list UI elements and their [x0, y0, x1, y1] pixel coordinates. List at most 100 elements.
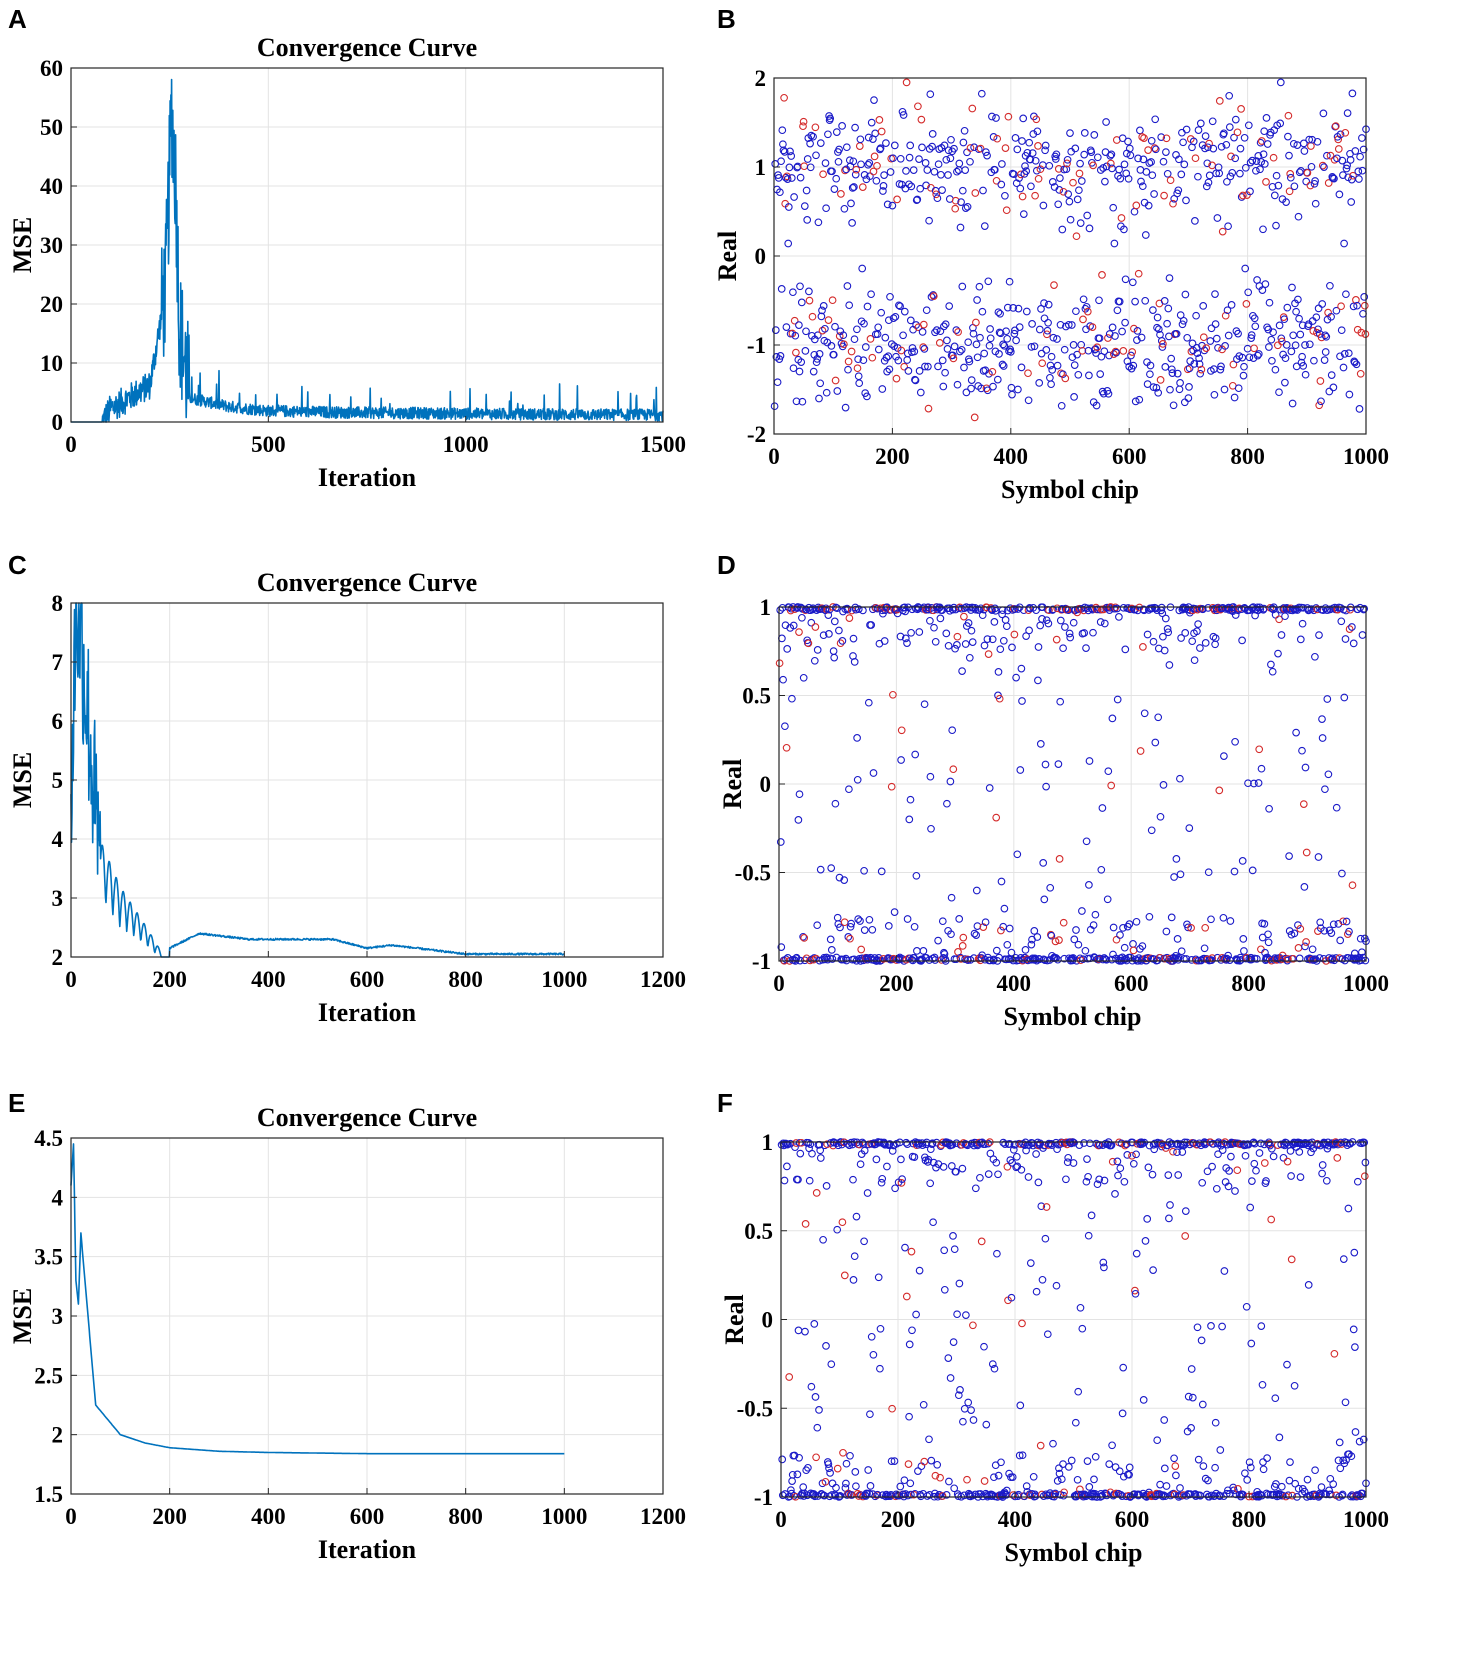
x-tick-label: 600 — [1115, 1507, 1150, 1532]
data-point-estimated — [1147, 136, 1156, 145]
data-point-reference — [1088, 323, 1097, 331]
data-point-estimated — [1188, 1393, 1197, 1402]
data-point-reference — [1257, 137, 1266, 145]
data-point-estimated — [983, 151, 991, 160]
data-point-estimated — [804, 1463, 812, 1472]
data-point-reference — [812, 1189, 821, 1197]
data-point-estimated — [1292, 307, 1300, 316]
data-point-estimated — [946, 1374, 955, 1382]
data-point-estimated — [1071, 1418, 1080, 1427]
data-point-estimated — [790, 193, 798, 201]
data-point-reference — [1275, 615, 1283, 624]
data-point-estimated — [1244, 288, 1253, 297]
data-point-estimated — [1274, 1491, 1283, 1500]
data-point-reference — [808, 312, 817, 321]
data-point-reference — [938, 1492, 947, 1500]
data-point-estimated — [1150, 1145, 1159, 1154]
data-point-estimated — [975, 282, 984, 291]
data-point-estimated — [802, 1466, 811, 1475]
data-point-reference — [1341, 128, 1350, 137]
data-point-estimated — [1026, 955, 1035, 964]
data-point-estimated — [1023, 148, 1032, 157]
data-point-estimated — [912, 321, 920, 329]
data-point-estimated — [1017, 664, 1026, 673]
data-point-reference — [1307, 142, 1315, 150]
data-point-estimated — [1286, 1147, 1295, 1155]
data-point-estimated — [973, 922, 982, 930]
data-point-estimated — [1211, 1463, 1219, 1472]
y-tick-label: -1 — [754, 1485, 773, 1510]
data-point-estimated — [940, 1246, 949, 1255]
data-point-reference — [1283, 1157, 1292, 1166]
data-point-estimated — [860, 866, 868, 875]
data-point-estimated — [1195, 354, 1203, 363]
data-point-reference — [1170, 1490, 1179, 1499]
data-point-estimated — [831, 322, 839, 331]
data-point-estimated — [788, 1477, 796, 1485]
data-point-estimated — [796, 1149, 805, 1158]
data-point-estimated — [951, 644, 959, 653]
data-point-estimated — [998, 160, 1006, 168]
data-point-estimated — [776, 352, 785, 360]
plot-data — [70, 602, 565, 958]
data-point-estimated — [944, 146, 953, 155]
data-point-estimated — [1295, 1148, 1304, 1156]
data-point-estimated — [994, 668, 1003, 676]
data-point-estimated — [962, 388, 971, 397]
data-point-estimated — [1178, 128, 1186, 137]
data-point-estimated — [1360, 604, 1369, 613]
data-point-estimated — [899, 111, 908, 119]
data-point-estimated — [1284, 1491, 1293, 1500]
data-point-estimated — [829, 350, 838, 359]
data-point-estimated — [925, 1435, 933, 1444]
data-point-estimated — [998, 360, 1007, 369]
data-point-estimated — [882, 353, 891, 362]
data-point-estimated — [1160, 1416, 1169, 1424]
data-point-estimated — [872, 176, 881, 185]
data-point-estimated — [1129, 940, 1137, 948]
data-point-estimated — [1308, 945, 1317, 954]
data-point-estimated — [1340, 239, 1348, 248]
data-point-estimated — [1132, 917, 1141, 926]
data-point-estimated — [1307, 1148, 1315, 1157]
data-point-estimated — [1066, 215, 1075, 224]
data-point-reference — [1098, 271, 1106, 279]
data-point-estimated — [928, 142, 936, 151]
data-point-estimated — [1296, 330, 1305, 339]
data-point-estimated — [944, 641, 953, 650]
data-point-estimated — [950, 144, 958, 153]
data-point-estimated — [921, 362, 929, 371]
data-point-reference — [1361, 330, 1370, 338]
chart-title: Convergence Curve — [257, 568, 477, 597]
data-point-estimated — [1214, 1150, 1222, 1159]
y-axis-label: Real — [720, 1294, 749, 1345]
data-point-reference — [1089, 161, 1097, 170]
data-point-estimated — [1132, 1150, 1140, 1159]
x-axis-label: Iteration — [318, 1535, 417, 1564]
x-tick-label: 0 — [65, 1504, 77, 1529]
data-point-estimated — [1336, 130, 1345, 139]
data-point-estimated — [837, 1140, 846, 1149]
x-tick-label: 200 — [152, 967, 187, 992]
data-point-estimated — [869, 769, 878, 777]
data-point-estimated — [1327, 929, 1336, 937]
data-point-reference — [897, 1179, 906, 1187]
data-point-estimated — [889, 154, 897, 163]
data-point-reference — [852, 165, 861, 174]
data-point-estimated — [948, 351, 957, 360]
data-point-estimated — [1106, 151, 1115, 160]
data-point-estimated — [953, 167, 961, 176]
data-point-reference — [811, 623, 820, 631]
data-point-estimated — [1111, 332, 1119, 340]
data-point-reference — [935, 339, 944, 347]
data-point-estimated — [1041, 1234, 1050, 1243]
data-point-estimated — [966, 157, 974, 166]
data-point-estimated — [1264, 930, 1272, 939]
y-tick-label: 0 — [762, 1308, 774, 1333]
data-point-estimated — [1182, 125, 1191, 134]
data-point-estimated — [1141, 231, 1150, 239]
data-point-estimated — [1066, 633, 1075, 642]
data-point-reference — [977, 1237, 986, 1246]
data-point-estimated — [1215, 1492, 1224, 1501]
data-point-estimated — [1241, 1469, 1249, 1478]
